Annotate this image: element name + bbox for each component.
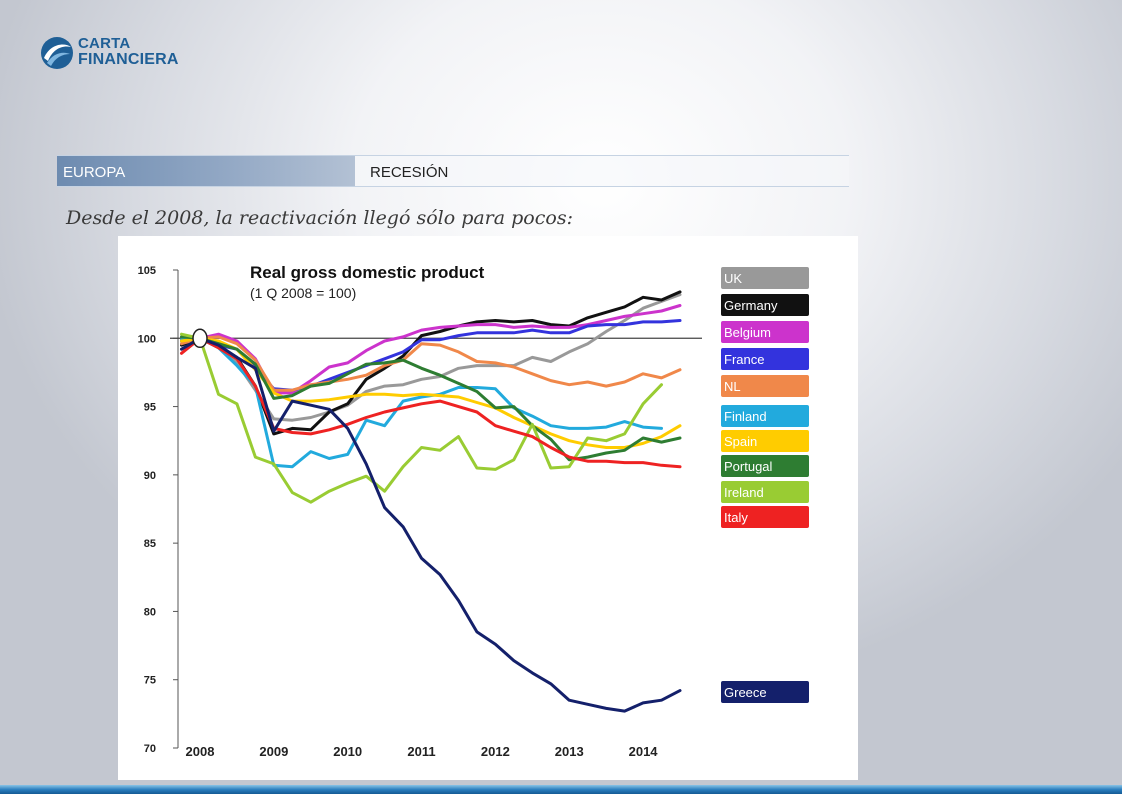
legend-swatch-france (721, 348, 809, 370)
x-tick-label: 2008 (186, 744, 215, 759)
legend-label-france: France (724, 352, 764, 367)
legend-swatch-germany (721, 294, 809, 316)
brand-line-1: CARTA (78, 35, 131, 52)
origin-marker (192, 328, 208, 349)
chart-subtitle: (1 Q 2008 = 100) (250, 285, 356, 301)
y-tick-label: 70 (144, 743, 156, 755)
legend-swatch-uk (721, 267, 809, 289)
series-line-greece (180, 336, 682, 713)
series-line-italy (180, 336, 682, 469)
x-tick-label: 2009 (259, 744, 288, 759)
legend-label-nl: NL (724, 379, 741, 394)
y-tick-label: 90 (144, 470, 156, 482)
legend-layer: UK Germany Belgium France NL Finland Spain Port… (721, 267, 809, 703)
legend-swatch-belgium (721, 321, 809, 343)
legend-label-ireland: Ireland (724, 485, 764, 500)
carta-financiera-logo: CARTA FINANCIERA (40, 34, 210, 74)
legend-label-spain: Spain (724, 434, 757, 449)
lines-layer (180, 290, 682, 713)
legend-label-germany: Germany (724, 298, 778, 313)
legend-label-greece: Greece (724, 685, 767, 700)
brand-line-2: FINANCIERA (78, 51, 179, 68)
chart-card: 70 75 80 85 90 95 100 105 2008 2009 2010 2011 2012 20… (118, 236, 858, 780)
chart-title: Real gross domestic product (250, 263, 485, 282)
brand-name: CARTA FINANCIERA (78, 36, 179, 68)
legend-swatch-nl (721, 375, 809, 397)
section-header-bar: EUROPA RECESIÓN (57, 155, 849, 187)
x-tick-label: 2010 (333, 744, 362, 759)
legend-swatch-portugal (721, 455, 809, 477)
x-tick-label: 2011 (407, 744, 435, 759)
page-subtitle: Desde el 2008, la reactivación llegó sól… (66, 207, 573, 229)
topic-label: RECESIÓN (370, 164, 449, 181)
x-tick-label: 2014 (629, 744, 659, 759)
y-tick-label: 100 (138, 333, 156, 345)
y-tick-label: 105 (138, 265, 156, 277)
legend-label-portugal: Portugal (724, 459, 773, 474)
series-line-nl (180, 335, 682, 392)
legend-label-italy: Italy (724, 510, 748, 525)
legend-swatch-greece (721, 681, 809, 703)
section-label-box: EUROPA (57, 156, 355, 186)
bottom-accent-bar (0, 785, 1122, 794)
series-line-ireland (180, 332, 663, 504)
y-tick-label: 75 (144, 675, 156, 687)
series-line-belgium (180, 304, 682, 395)
y-tick-label: 80 (144, 606, 156, 618)
legend-label-belgium: Belgium (724, 325, 771, 340)
legend-label-uk: UK (724, 271, 742, 286)
x-tick-label: 2013 (555, 744, 584, 759)
logo-emblem-icon (41, 37, 73, 69)
legend-label-finland: Finland (724, 409, 767, 424)
legend-swatch-italy (721, 506, 809, 528)
axis-layer: 70 75 80 85 90 95 100 105 2008 2009 2010 2011 2012 20… (138, 265, 702, 759)
y-tick-label: 85 (144, 538, 156, 550)
series-line-portugal (180, 335, 682, 462)
legend-swatch-finland (721, 405, 809, 427)
legend-swatch-spain (721, 430, 809, 452)
series-line-finland (180, 336, 663, 469)
legend-swatch-ireland (721, 481, 809, 503)
y-tick-label: 95 (144, 402, 156, 414)
x-tick-label: 2012 (481, 744, 510, 759)
section-label: EUROPA (63, 164, 126, 181)
gdp-line-chart: 70 75 80 85 90 95 100 105 2008 2009 2010 2011 2012 20… (138, 263, 809, 759)
